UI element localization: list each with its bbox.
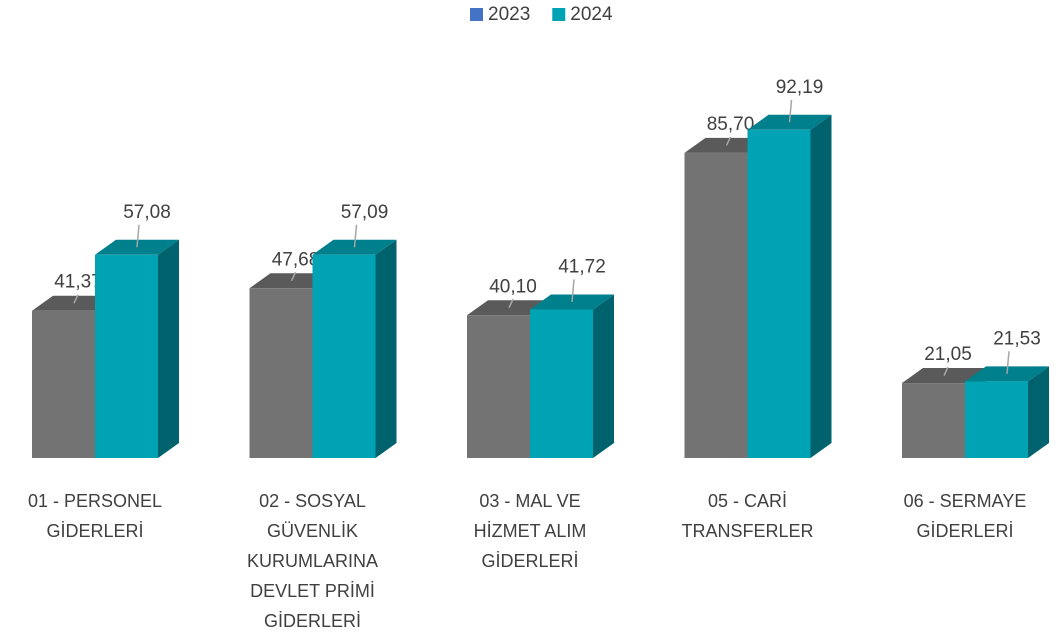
leader-line bbox=[725, 136, 732, 146]
bar-front bbox=[684, 152, 748, 458]
legend-swatch bbox=[470, 8, 483, 21]
value-label: 21,53 bbox=[993, 328, 1041, 349]
value-label: 41,37 bbox=[54, 272, 102, 293]
leader-line bbox=[1006, 351, 1010, 374]
leader-line bbox=[136, 224, 140, 248]
bar-side bbox=[810, 114, 832, 459]
leader-line bbox=[73, 294, 79, 304]
value-label: 57,09 bbox=[341, 202, 389, 223]
legend-label: 2024 bbox=[570, 4, 613, 25]
value-label: 41,72 bbox=[558, 256, 606, 277]
bar-front bbox=[965, 381, 1028, 458]
bar-side bbox=[375, 239, 397, 458]
bar bbox=[312, 239, 397, 458]
leader-line bbox=[290, 271, 297, 282]
bar-side bbox=[593, 294, 614, 458]
value-label: 57,08 bbox=[123, 202, 171, 223]
x-tick-label: 05 - CARİ TRANSFERLER bbox=[681, 491, 814, 541]
bar-front bbox=[312, 254, 376, 458]
bar-front bbox=[249, 288, 313, 458]
leader-line bbox=[571, 279, 575, 303]
x-tick-label: 06 - SERMAYE GİDERLERİ bbox=[903, 491, 1027, 541]
value-label: 40,10 bbox=[489, 276, 537, 297]
leader-line bbox=[508, 298, 514, 309]
bar bbox=[965, 366, 1049, 458]
leader-line bbox=[943, 366, 949, 376]
leader-line bbox=[353, 224, 358, 248]
bar-front bbox=[902, 383, 965, 458]
bar-front bbox=[467, 315, 530, 458]
value-label: 47,68 bbox=[272, 249, 320, 270]
legend-label: 2023 bbox=[488, 4, 530, 25]
value-label: 85,70 bbox=[707, 114, 755, 135]
bar bbox=[747, 114, 832, 459]
bar-top bbox=[747, 114, 832, 130]
value-label: 92,19 bbox=[776, 77, 824, 98]
bar bbox=[95, 239, 179, 458]
bar-front bbox=[747, 129, 811, 459]
value-label: 21,05 bbox=[924, 344, 972, 365]
legend-swatch bbox=[552, 8, 566, 21]
leader-line bbox=[788, 99, 793, 123]
bar-front bbox=[95, 254, 158, 458]
bar-front bbox=[530, 309, 593, 458]
bar-side bbox=[158, 239, 179, 458]
bar-front bbox=[32, 310, 95, 458]
bar-side bbox=[1028, 366, 1049, 458]
bar bbox=[530, 294, 614, 458]
x-tick-label: 03 - MAL VE HİZMET ALIM GİDERLERİ bbox=[473, 491, 587, 571]
x-tick-label: 01 - PERSONEL GİDERLERİ bbox=[27, 491, 163, 541]
x-tick-label: 02 - SOSYAL GÜVENLİK KURUMLARINA DEVLET … bbox=[246, 491, 379, 631]
